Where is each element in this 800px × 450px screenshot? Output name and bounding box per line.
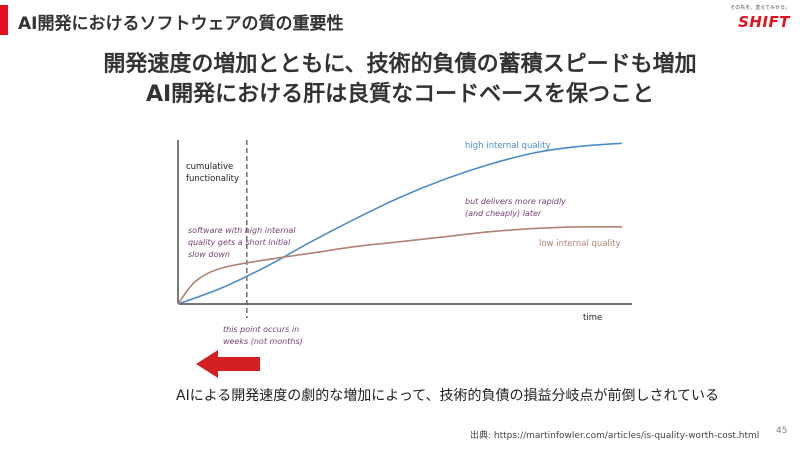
left-arrow-icon: [196, 350, 260, 378]
y-axis-label-line-1: cumulative: [186, 162, 233, 172]
annotation-slowdown-line-2: quality gets a short initial: [188, 238, 291, 247]
series-label-low-internal-quality: low internal quality: [539, 239, 621, 249]
annotation-point-line-2: weeks (not months): [223, 337, 303, 346]
caption-text: AIによる開発速度の劇的な増加によって、技術的負債の損益分岐点が前倒しされている: [176, 388, 720, 404]
headline-line-2: AI開発における肝は良質なコードベースを保つこと: [145, 82, 655, 107]
series-line-high-internal-quality: [177, 142, 623, 305]
headline: 開発速度の増加とともに、技術的負債の蓄積スピードも増加 AI開発における肝は良質…: [0, 50, 800, 110]
logo-tagline: その先を、変えてみせる。: [730, 5, 790, 11]
headline-line-1: 開発速度の増加とともに、技術的負債の蓄積スピードも増加: [103, 52, 697, 77]
annotation-delivers-line-1: but delivers more rapidly: [465, 197, 566, 206]
annotation-delivers-line-2: (and cheaply) later: [465, 209, 542, 218]
y-axis-label-line-2: functionality: [186, 174, 239, 184]
annotation-slowdown-line-1: software with high internal: [188, 226, 296, 235]
slide-title: AI開発におけるソフトウェアの質の重要性: [18, 14, 344, 34]
shift-logo: その先を、変えてみせる。 SHIFT: [716, 4, 792, 38]
page-number: 45: [776, 426, 788, 436]
slide-header: AI開発におけるソフトウェアの質の重要性: [0, 0, 800, 40]
annotation-point-line-1: this point occurs in: [223, 325, 299, 334]
series-label-high-internal-quality: high internal quality: [465, 141, 551, 151]
logo-wordmark: SHIFT: [738, 13, 790, 31]
annotation-slowdown-line-3: slow down: [188, 250, 230, 259]
header-accent-bar: [0, 5, 8, 35]
x-axis-label: time: [583, 313, 602, 323]
source-citation: 出典: https://martinfowler.com/articles/is…: [470, 431, 760, 441]
series-line-low-internal-quality: [177, 225, 623, 305]
